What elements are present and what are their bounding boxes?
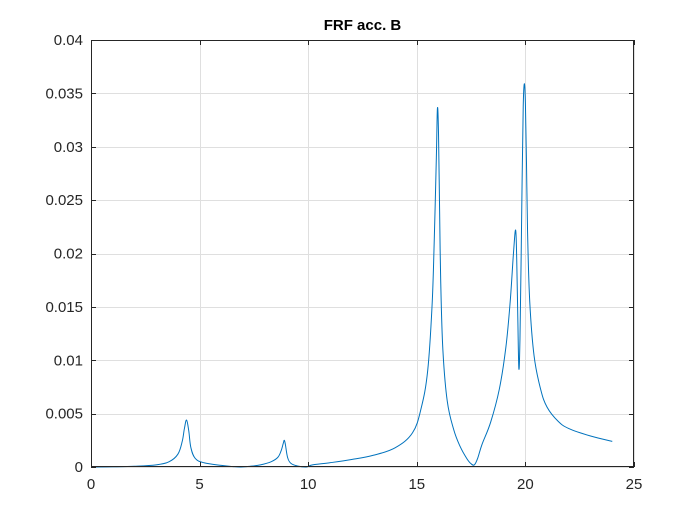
y-tick-label: 0 [75, 459, 83, 476]
axes-background [91, 40, 634, 467]
y-tick-label: 0.03 [54, 139, 83, 156]
x-tick-label: 10 [300, 476, 317, 493]
y-tick-label: 0.04 [54, 32, 83, 49]
x-tick-label: 20 [517, 476, 534, 493]
x-tick-label: 25 [626, 476, 643, 493]
axes-box [91, 40, 634, 467]
x-tick-label: 0 [87, 476, 95, 493]
x-tick-label: 15 [408, 476, 425, 493]
y-tick-labels: 0 0.005 0.01 0.015 0.02 0.025 0.03 0.035 0.04 [45, 32, 83, 476]
x-tick-labels: 0 5 10 15 20 25 [87, 476, 643, 493]
y-tick-label: 0.025 [45, 192, 83, 209]
y-tick-label: 0.015 [45, 299, 83, 316]
series-layer [90, 83, 613, 468]
y-tick-label: 0.02 [54, 246, 83, 263]
tick-marks [91, 40, 635, 468]
x-tick-label: 5 [195, 476, 203, 493]
y-tick-label: 0.005 [45, 406, 83, 423]
grid-lines [91, 40, 635, 468]
chart-title: FRF acc. B [324, 17, 402, 34]
series-line [90, 83, 613, 468]
y-tick-label: 0.01 [54, 352, 83, 369]
y-tick-label: 0.035 [45, 85, 83, 102]
